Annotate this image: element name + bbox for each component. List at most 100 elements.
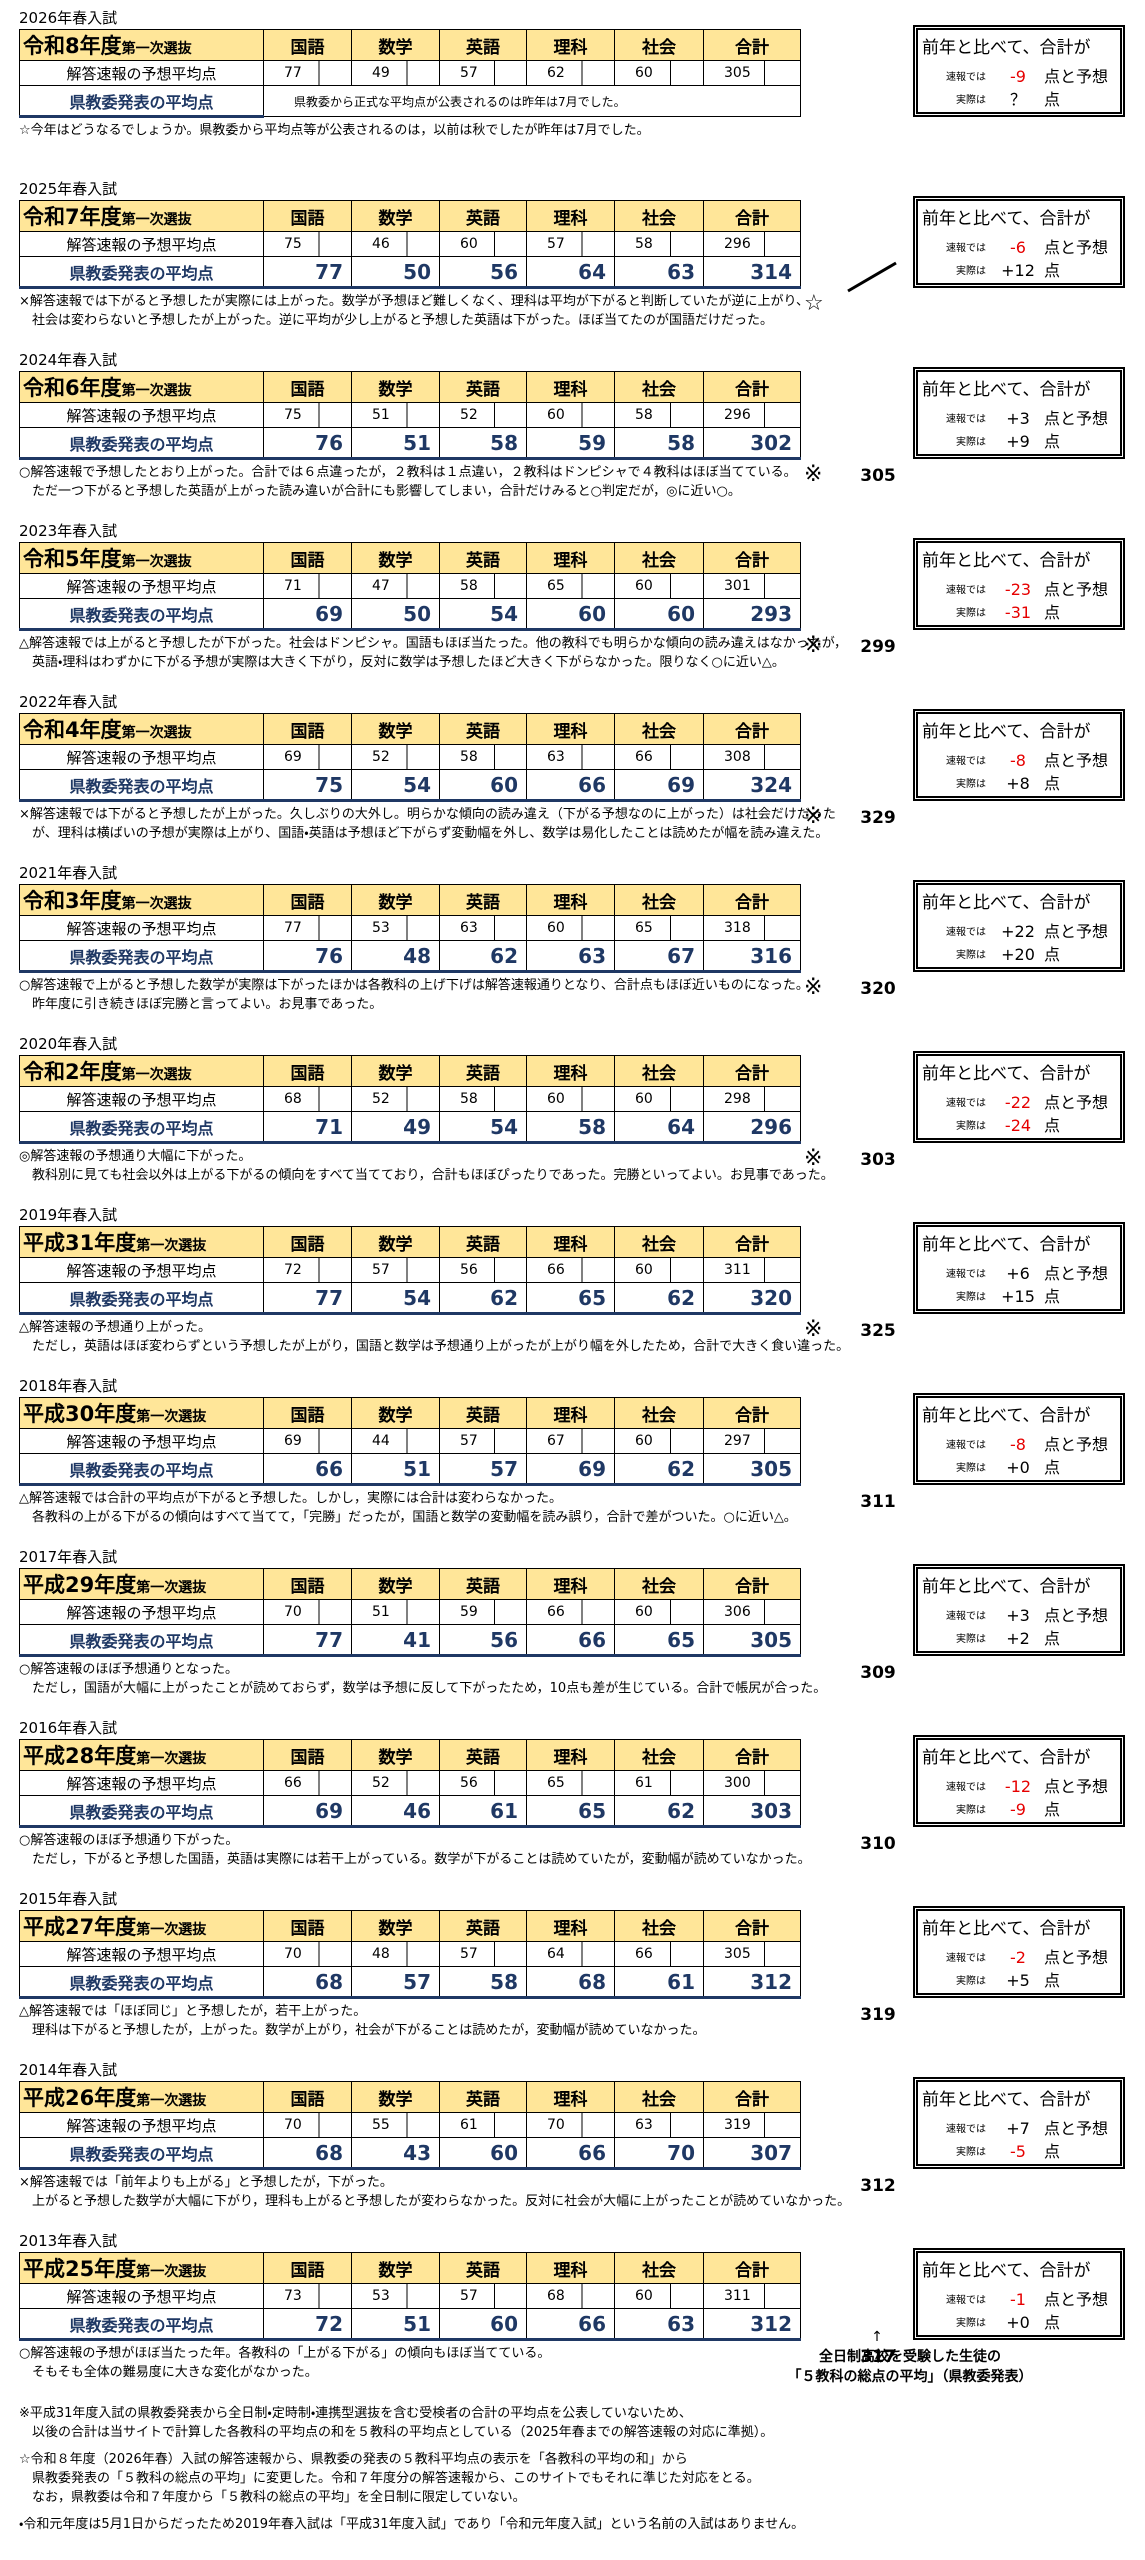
subject: 合計 [703, 29, 801, 61]
predicted-value: 61 [614, 1770, 704, 1796]
actual-row: 県教委発表の平均点 76 48 62 63 67 316 [19, 940, 801, 973]
comparison-heading: 前年と比べて、合計が [922, 1919, 1091, 1939]
footer-line: 以後の合計は当サイトで計算した各教科の平均点の和を５教科の平均点としている（20… [32, 2425, 774, 2440]
score-table: 平成30年度第一次選抜 国語 数学 英語 理科 社会 合計 解答速報の予想平均点 69 44 57 6… [19, 1397, 801, 1486]
footer-line: 県教委発表の「５教科の総点の平均」に変更した。令和７年度分の解答速報から、このサ… [32, 2471, 760, 2486]
actual-value: 58 [439, 1966, 527, 1999]
predicted-value: 46 [351, 231, 440, 257]
note-line: ただし，下がると予想した国語，英語は実際には若干上がっている。数学が下がることは… [32, 1852, 811, 1867]
predicted-value: 73 [263, 2283, 352, 2309]
real-value: +0 [1006, 1458, 1030, 1477]
prelim-label: 速報では [946, 927, 986, 938]
subject: 合計 [703, 1397, 801, 1429]
subject: 数学 [351, 2081, 440, 2113]
predicted-value: 306 [703, 1599, 801, 1625]
actual-value: 70 [614, 2137, 704, 2170]
comparison-box: 前年と比べて、合計が 速報では -2 点と予想 実際は +5 点 [913, 1906, 1125, 1998]
real-label: 実際は [956, 950, 986, 961]
prelim-value: -9 [1010, 67, 1026, 86]
note-line: 理科は下がると予想したが，上がった。数学が上がり，社会が下がることは読めたが，変… [32, 2023, 706, 2038]
score-table: 平成27年度第一次選抜 国語 数学 英語 理科 社会 合計 解答速報の予想平均点 70 48 57 6… [19, 1910, 801, 1999]
actual-row: 県教委発表の平均点 71 49 54 58 64 296 [19, 1111, 801, 1144]
comparison-heading: 前年と比べて、合計が [922, 380, 1091, 400]
predicted-value: 58 [439, 573, 527, 599]
era: 令和2年度 [23, 1060, 122, 1084]
predicted-value: 77 [263, 915, 352, 941]
actual-value: 296 [703, 1111, 801, 1144]
era: 平成25年度 [23, 2257, 137, 2281]
year-label: 2020年春入試 [19, 1035, 118, 1053]
subject: 理科 [526, 542, 615, 574]
subject: 英語 [439, 1568, 527, 1600]
actual-row: 県教委発表の平均点 県教委から正式な平均点が公表されるのは昨年は7月でした。 [19, 85, 801, 118]
year-label: 2017年春入試 [19, 1548, 118, 1566]
real-unit: 点 [1044, 1800, 1061, 1819]
subject: 社会 [614, 2252, 704, 2284]
year-label: 2023年春入試 [19, 522, 118, 540]
selection: 第一次選抜 [136, 1580, 207, 1596]
year-title: 令和5年度第一次選抜 [19, 542, 264, 574]
real-unit: 点 [1044, 2313, 1061, 2332]
score-table: 令和8年度第一次選抜 国語 数学 英語 理科 社会 合計 解答速報の予想平均点 77 49 57 62… [19, 29, 801, 118]
predicted-value: 66 [263, 1770, 352, 1796]
prelim-label: 速報では [946, 585, 986, 596]
actual-value: 69 [263, 1795, 352, 1828]
prelim-value: -6 [1010, 238, 1026, 257]
real-value: +2 [1006, 1629, 1030, 1648]
comparison-heading: 前年と比べて、合計が [922, 722, 1091, 742]
note-line: 昨年度に引き続きほぼ完勝と言ってよい。お見事であった。 [32, 997, 383, 1012]
predicted-value: 60 [526, 915, 615, 941]
subject: 社会 [614, 713, 704, 745]
comparison-heading: 前年と比べて、合計が [922, 1577, 1091, 1597]
prelim-label: 速報では [946, 1269, 986, 1280]
comparison-heading: 前年と比べて、合計が [922, 38, 1091, 58]
actual-value: 66 [526, 2137, 615, 2170]
footer-note: ☆令和８年度（2026年春）入試の解答速報から、県教委の発表の５教科平均点の表示… [19, 2450, 804, 2507]
actual-value: 68 [263, 2137, 352, 2170]
actual-row: 県教委発表の平均点 66 51 57 69 62 305 [19, 1453, 801, 1486]
subject: 理科 [526, 29, 615, 61]
predicted-value: 53 [351, 2283, 440, 2309]
actual-value: 314 [703, 256, 801, 289]
score-table: 平成26年度第一次選抜 国語 数学 英語 理科 社会 合計 解答速報の予想平均点 70 55 61 7… [19, 2081, 801, 2170]
comparison-box: 前年と比べて、合計が 速報では +7 点と予想 実際は -5 点 [913, 2077, 1125, 2169]
predicted-value: 75 [263, 231, 352, 257]
predicted-value: 67 [526, 1428, 615, 1454]
actual-value: 77 [263, 256, 352, 289]
subject: 数学 [351, 1910, 440, 1942]
notes: ☆今年はどうなるでしょうか。県教委から平均点等が公表されるのは，以前は秋でしたが… [19, 121, 650, 140]
real-value: -24 [1004, 1116, 1032, 1135]
notes: △解答速報では合計の平均点が下がると予想した。しかし，実際には合計は変わらなかっ… [19, 1489, 797, 1527]
actual-label: 県教委発表の平均点 [19, 2137, 264, 2170]
predicted-label: 解答速報の予想平均点 [19, 2283, 264, 2309]
actual-value: 46 [351, 1795, 440, 1828]
comparison-box: 前年と比べて、合計が 速報では -1 点と予想 実際は +0 点 [913, 2248, 1125, 2340]
predicted-row: 解答速報の予想平均点 71 47 58 65 60 301 [19, 573, 801, 599]
actual-value: 61 [439, 1795, 527, 1828]
note-line: ○解答速報のほぼ予想通り下がった。 [19, 1833, 239, 1848]
real-value: -31 [1004, 603, 1032, 622]
actual-row: 県教委発表の平均点 68 43 60 66 70 307 [19, 2137, 801, 2170]
year-label: 2025年春入試 [19, 180, 118, 198]
actual-value: 305 [703, 1453, 801, 1486]
predicted-value: 60 [614, 1257, 704, 1283]
total-mark: ☆ [804, 291, 824, 316]
subject: 英語 [439, 1910, 527, 1942]
predicted-value: 64 [526, 1941, 615, 1967]
score-table: 令和3年度第一次選抜 国語 数学 英語 理科 社会 合計 解答速報の予想平均点 77 53 63 60… [19, 884, 801, 973]
actual-label: 県教委発表の平均点 [19, 598, 264, 631]
subject: 理科 [526, 713, 615, 745]
subject: 数学 [351, 371, 440, 403]
real-value: +8 [1006, 774, 1030, 793]
subject: 社会 [614, 1739, 704, 1771]
subject: 数学 [351, 1568, 440, 1600]
year-block: 2021年春入試 令和3年度第一次選抜 国語 数学 英語 理科 社会 合計 解答速報の予想平均点… [0, 863, 1145, 1034]
actual-value: 66 [526, 2308, 615, 2341]
comparison-box: 前年と比べて、合計が 速報では +22 点と予想 実際は +20 点 [913, 880, 1125, 972]
actual-value: 69 [614, 769, 704, 802]
header-row: 平成28年度第一次選抜 国語 数学 英語 理科 社会 合計 [19, 1739, 801, 1771]
year-title: 平成29年度第一次選抜 [19, 1568, 264, 1600]
actual-value: 312 [703, 2308, 801, 2341]
actual-value: 302 [703, 427, 801, 460]
note-line: そもそも全体の難易度に大きな変化がなかった。 [32, 2365, 318, 2380]
